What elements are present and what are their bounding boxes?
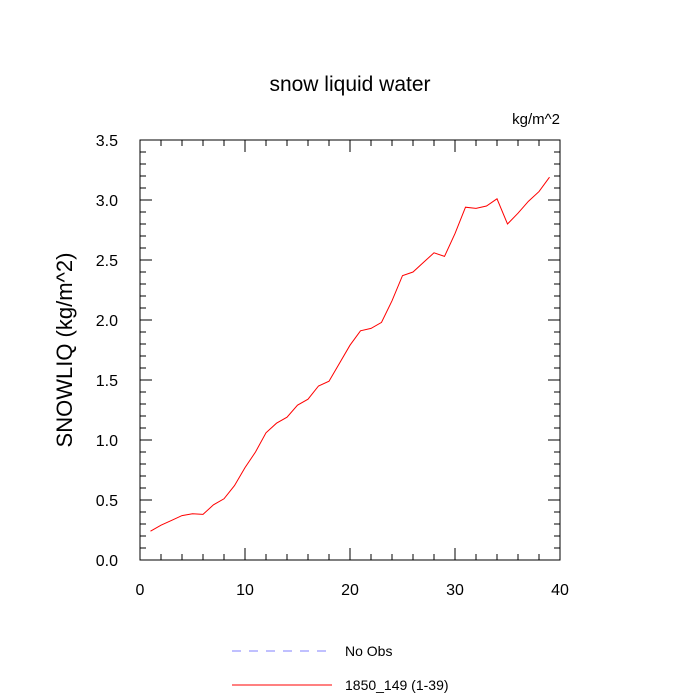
y-tick-label: 3.0 — [96, 193, 118, 210]
y-tick-label: 0.0 — [96, 553, 118, 570]
legend-label: No Obs — [345, 643, 392, 659]
units-label: kg/m^2 — [512, 111, 560, 128]
y-tick-label: 1.5 — [96, 373, 118, 390]
y-axis-label: SNOWLIQ (kg/m^2) — [52, 253, 77, 448]
x-tick-label: 0 — [136, 582, 145, 599]
legend: No Obs 1850_149 (1-39) — [232, 643, 449, 693]
x-tick-label: 40 — [551, 582, 569, 599]
y-tick-label: 2.5 — [96, 253, 118, 270]
y-tick-label: 1.0 — [96, 433, 118, 450]
x-tick-label: 10 — [236, 582, 254, 599]
axes: 0 10 20 30 40 0.0 0.5 1.0 1.5 2.0 2.5 3.0 3.5 — [96, 133, 569, 599]
x-tick-label: 30 — [446, 582, 464, 599]
series-layer — [150, 176, 550, 532]
series-line — [150, 176, 550, 532]
y-tick-label: 3.5 — [96, 133, 118, 150]
plot-frame — [139, 139, 561, 561]
y-tick-label: 0.5 — [96, 493, 118, 510]
legend-label: 1850_149 (1-39) — [345, 677, 449, 693]
x-tick-label: 20 — [341, 582, 359, 599]
y-tick-label: 2.0 — [96, 313, 118, 330]
chart-title: snow liquid water — [269, 73, 430, 96]
